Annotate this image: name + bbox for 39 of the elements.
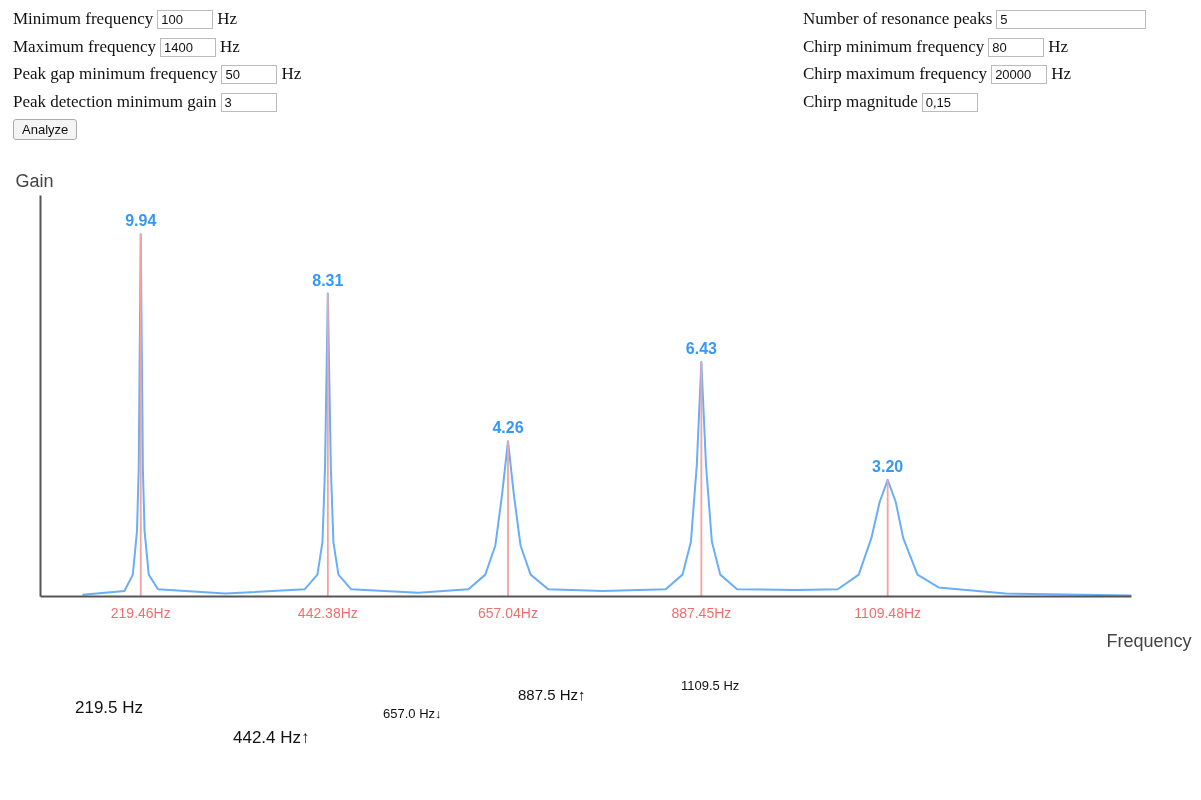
text: 1400 xyxy=(160,37,217,57)
x-tick-label: 1109.48Hz xyxy=(854,604,922,621)
text: 887.5 Hz↑ xyxy=(518,686,586,703)
text: 657.0 Hz↓ xyxy=(383,706,442,721)
data-label: 6.43 xyxy=(685,340,718,358)
text: 219.5 Hz xyxy=(75,698,144,718)
text: Peak detection minimum gain xyxy=(13,91,217,111)
text: Chirp magnitude xyxy=(803,91,918,111)
text: Chirp maximum frequency xyxy=(803,64,988,83)
text: Chirp minimum frequency xyxy=(803,36,985,56)
data-label: 8.31 xyxy=(312,271,344,289)
x-tick-label: 442.38Hz xyxy=(297,604,358,621)
text: 1109.5 Hz xyxy=(681,678,740,693)
text: 80 xyxy=(988,37,1045,57)
text: Hz xyxy=(281,64,302,83)
text: 442.4 Hz↑ xyxy=(233,728,310,748)
x-tick-label: 657.04Hz xyxy=(478,604,538,621)
data-label: 4.26 xyxy=(492,419,524,437)
text: Hz xyxy=(220,36,240,56)
data-label: 3.20 xyxy=(872,457,904,475)
text: 0,15 xyxy=(921,92,978,112)
x-tick-label: 219.46Hz xyxy=(110,604,171,621)
data-label: 9.94 xyxy=(125,212,157,230)
x-tick-label: 887.45Hz xyxy=(671,604,732,621)
text: Hz xyxy=(1051,64,1071,83)
text: 20000 xyxy=(991,65,1048,84)
x-axis-title: Frequency xyxy=(1106,630,1192,651)
text: Minimum frequency xyxy=(13,9,154,28)
text: 5 xyxy=(996,10,1147,29)
text: Peak gap minimum frequency xyxy=(13,64,218,83)
text: 3 xyxy=(220,92,277,112)
text: 100 xyxy=(157,10,214,29)
text: Hz xyxy=(1048,36,1069,56)
text: Number of resonance peaks xyxy=(803,9,993,28)
text: Hz xyxy=(217,9,238,28)
text: Maximum frequency xyxy=(13,36,157,56)
text: Analyze xyxy=(13,119,78,140)
text: 50 xyxy=(221,65,278,84)
y-axis-title: Gain xyxy=(15,170,54,191)
